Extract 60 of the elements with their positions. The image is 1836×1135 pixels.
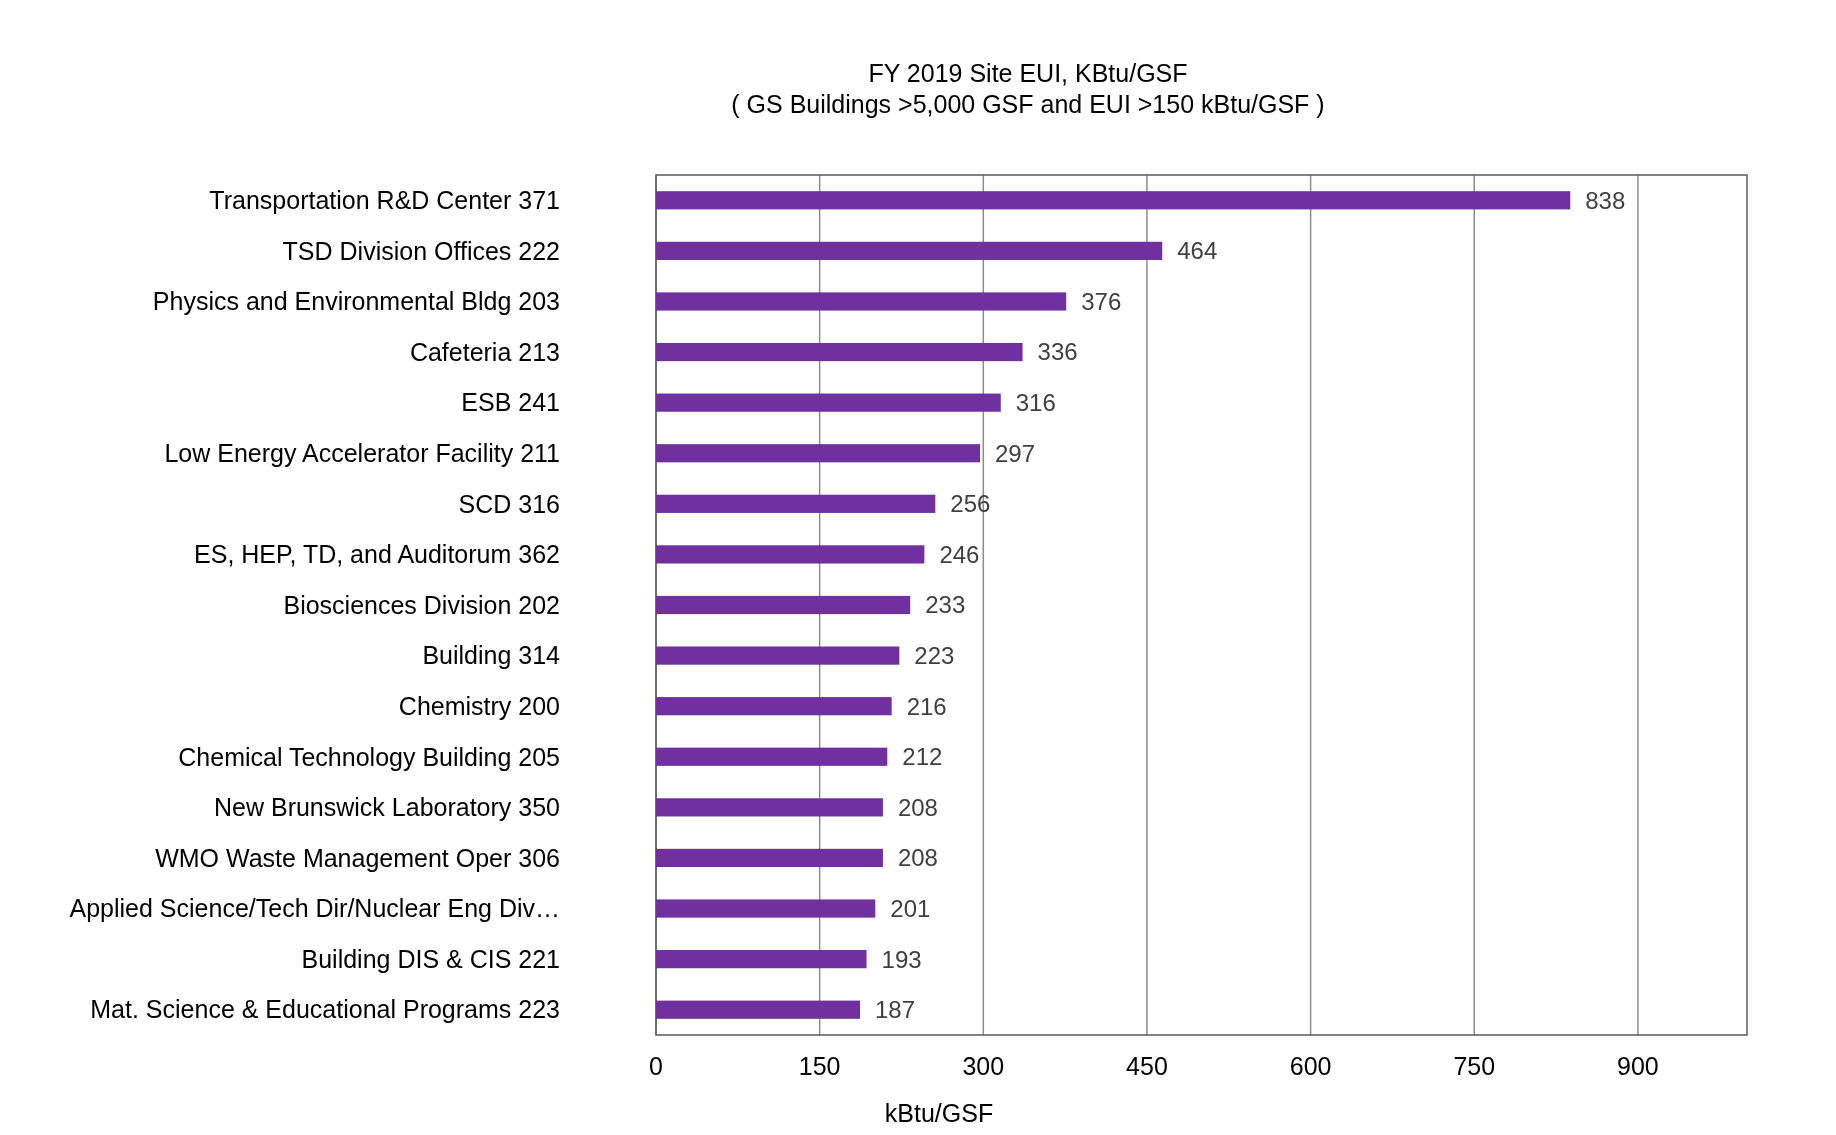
y-tick-label: Low Energy Accelerator Facility 211 bbox=[164, 438, 560, 467]
bar bbox=[656, 848, 883, 868]
y-tick-label: Cafeteria 213 bbox=[409, 337, 560, 366]
bar bbox=[656, 950, 867, 969]
y-tick-label: SCD 316 bbox=[458, 489, 560, 518]
data-label: 193 bbox=[881, 945, 922, 973]
x-tick-label: 450 bbox=[1126, 1052, 1168, 1080]
x-tick-label: 600 bbox=[1289, 1052, 1332, 1080]
y-tick-label: Building 314 bbox=[422, 641, 561, 670]
y-tick-label: ESB 241 bbox=[461, 388, 560, 417]
y-tick-label: Chemistry 200 bbox=[398, 691, 560, 720]
y-tick-label: Transportation R&D Center 371 bbox=[209, 186, 560, 215]
bar bbox=[656, 342, 1023, 362]
y-tick-label: WMO Waste Management Oper 306 bbox=[155, 843, 560, 872]
x-tick-label: 150 bbox=[798, 1052, 841, 1080]
data-label: 246 bbox=[939, 540, 980, 568]
x-axis-title: kBtu/GSF bbox=[884, 1099, 994, 1127]
chart-subtitle: ( GS Buildings >5,000 GSF and EUI >150 kBtu/GSF ) bbox=[731, 90, 1325, 118]
bar bbox=[656, 595, 911, 615]
bar bbox=[656, 191, 1571, 210]
y-tick-label: TSD Division Offices 222 bbox=[282, 236, 560, 265]
y-tick-label: Mat. Science & Educational Programs 223 bbox=[90, 995, 560, 1024]
y-tick-label: Chemical Technology Building 205 bbox=[178, 742, 560, 771]
y-tick-label: Physics and Environmental Bldg 203 bbox=[152, 287, 560, 316]
data-label: 208 bbox=[897, 793, 938, 821]
data-label: 223 bbox=[914, 641, 955, 669]
data-label: 838 bbox=[1585, 186, 1626, 214]
data-label: 464 bbox=[1177, 237, 1218, 265]
bar bbox=[656, 494, 936, 513]
y-tick-label: Building DIS & CIS 221 bbox=[301, 944, 560, 973]
bar bbox=[656, 545, 925, 564]
data-label: 212 bbox=[902, 743, 943, 771]
bar bbox=[656, 899, 876, 918]
y-tick-label: ES, HEP, TD, and Auditorum 362 bbox=[194, 540, 560, 569]
bar bbox=[656, 646, 900, 665]
bar bbox=[656, 444, 981, 463]
y-tick-label: Applied Science/Tech Dir/Nuclear Eng Div… bbox=[69, 894, 560, 923]
y-tick-label: Biosciences Division 202 bbox=[283, 590, 560, 619]
data-label: 376 bbox=[1081, 287, 1122, 315]
bar bbox=[656, 1000, 861, 1019]
bar bbox=[656, 798, 883, 817]
data-label: 208 bbox=[897, 844, 938, 872]
data-label: 336 bbox=[1037, 338, 1078, 366]
x-tick-label: 750 bbox=[1453, 1052, 1496, 1080]
data-label: 201 bbox=[890, 894, 931, 922]
x-tick-label: 0 bbox=[649, 1052, 663, 1080]
data-label: 216 bbox=[906, 692, 947, 720]
bar bbox=[656, 393, 1001, 412]
bar bbox=[656, 697, 892, 716]
data-label: 297 bbox=[995, 439, 1036, 467]
chart-title: FY 2019 Site EUI, KBtu/GSF bbox=[868, 59, 1188, 87]
x-tick-label: 900 bbox=[1617, 1052, 1659, 1080]
data-label: 316 bbox=[1015, 389, 1056, 417]
data-label: 233 bbox=[925, 591, 966, 619]
bar bbox=[656, 292, 1067, 311]
bar bbox=[656, 747, 888, 766]
bar bbox=[656, 241, 1163, 260]
data-label: 187 bbox=[875, 996, 916, 1024]
x-tick-label: 300 bbox=[962, 1052, 1005, 1080]
y-tick-label: New Brunswick Laboratory 350 bbox=[214, 793, 560, 822]
